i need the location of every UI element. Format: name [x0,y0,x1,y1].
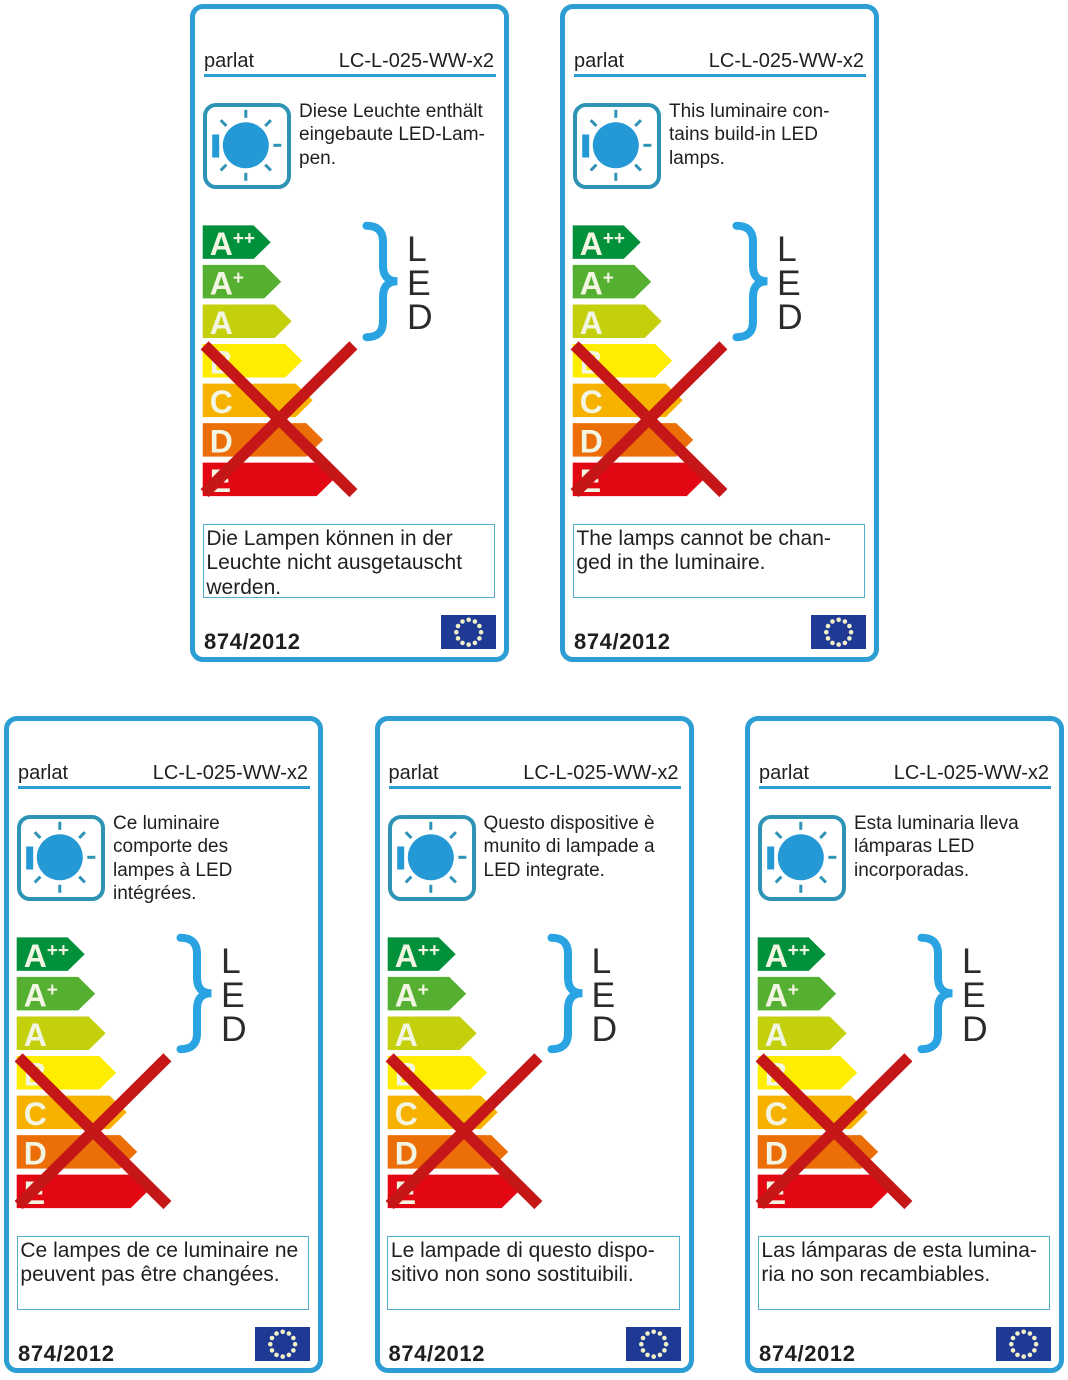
svg-text:C: C [24,1096,47,1132]
svg-text:A: A [580,305,603,341]
svg-text:C: C [765,1096,788,1132]
svg-text:A: A [210,305,233,341]
svg-text:D: D [210,424,233,460]
svg-text:C: C [394,1096,417,1132]
svg-text:D: D [394,1136,417,1172]
svg-text:C: C [580,384,603,420]
svg-text:D: D [765,1136,788,1172]
svg-text:A: A [394,1017,417,1053]
svg-text:D: D [24,1136,47,1172]
svg-text:C: C [210,384,233,420]
svg-text:A: A [765,1017,788,1053]
svg-text:A: A [24,1017,47,1053]
svg-text:D: D [580,424,603,460]
